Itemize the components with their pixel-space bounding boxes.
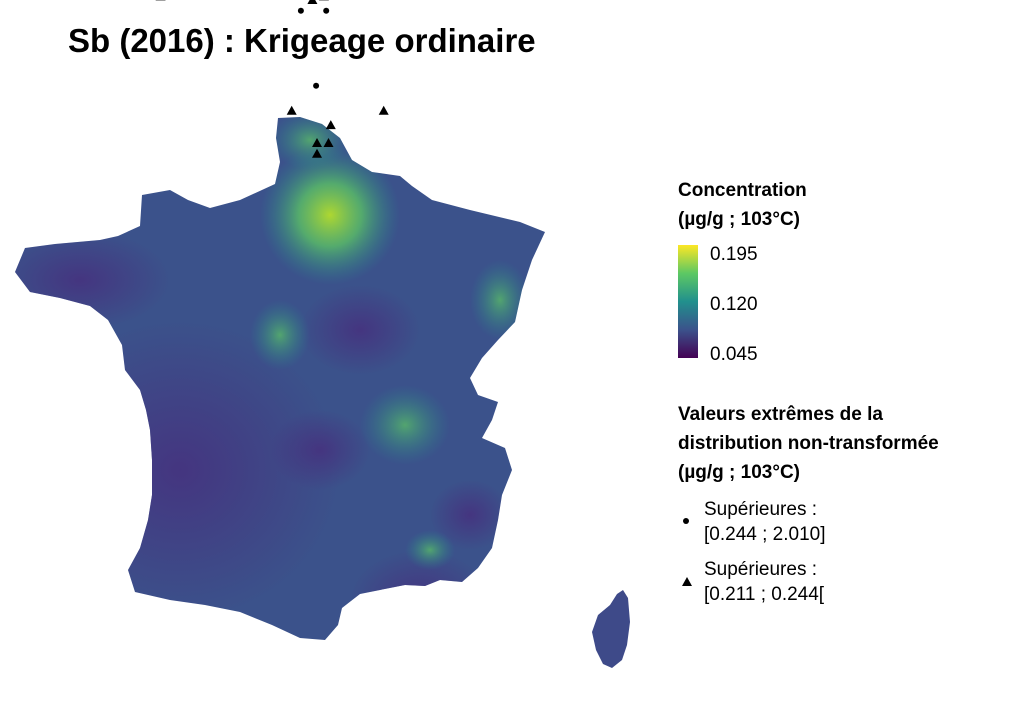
triangle-marker bbox=[325, 120, 336, 130]
legend-item-circle-label: Supérieures : bbox=[704, 499, 818, 520]
colorbar-tick-label: 0.120 bbox=[710, 293, 758, 315]
corsica-shape bbox=[592, 590, 630, 668]
extreme-value-markers bbox=[155, 0, 389, 158]
legend-item-circle: Supérieures : [0.244 ; 2.010] bbox=[678, 497, 939, 547]
triangle-marker bbox=[307, 0, 318, 4]
triangle-marker bbox=[378, 105, 389, 115]
colorbar-tick-label: 0.045 bbox=[710, 343, 758, 365]
extreme-values-legend-title: Valeurs extrêmes de la distribution non-… bbox=[678, 404, 939, 483]
colorbar-tick-label: 0.195 bbox=[710, 243, 758, 265]
legend-item-circle-range: [0.244 ; 2.010] bbox=[704, 524, 826, 545]
circle-marker bbox=[297, 7, 304, 14]
colorbar: 0.195 0.120 0.045 bbox=[678, 240, 807, 370]
triangle-marker bbox=[323, 138, 334, 147]
map-title: Sb (2016) : Krigeage ordinaire bbox=[68, 22, 536, 59]
triangle-marker bbox=[286, 105, 297, 115]
triangle-marker bbox=[312, 148, 322, 158]
triangle-marker-icon bbox=[682, 577, 692, 586]
concentration-legend: Concentration (µg/g ; 103°C) 0.195 0.120 0… bbox=[678, 176, 807, 370]
viridis-colorbar bbox=[678, 245, 698, 358]
concentration-legend-title: Concentration (µg/g ; 103°C) bbox=[678, 180, 807, 230]
circle-marker-icon bbox=[683, 518, 689, 524]
legend-item-triangle-label: Supérieures : bbox=[704, 559, 818, 580]
extreme-values-legend: Valeurs extrêmes de la distribution non-… bbox=[678, 400, 939, 607]
legend-item-triangle: Supérieures : [0.211 ; 0.244[ bbox=[678, 557, 939, 607]
legend-item-triangle-range: [0.211 ; 0.244[ bbox=[704, 584, 825, 605]
triangle-marker bbox=[312, 138, 322, 147]
circle-marker bbox=[323, 7, 330, 14]
circle-marker bbox=[313, 82, 320, 89]
